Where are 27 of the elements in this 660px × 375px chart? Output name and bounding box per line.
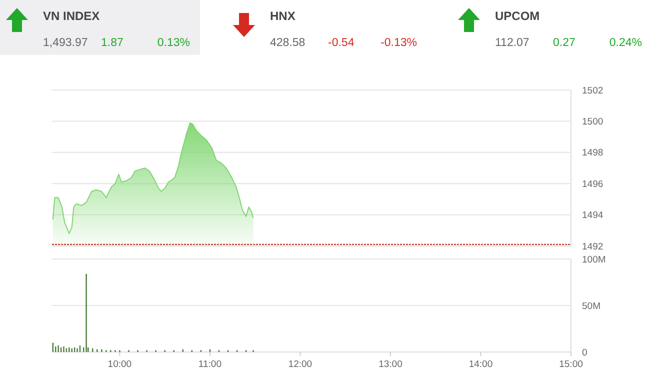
y-tick-label: 0 — [582, 347, 588, 358]
text: 1,493.97 — [43, 37, 88, 49]
y-tick-label: 1494 — [582, 210, 604, 222]
y-tick-label: 1500 — [582, 116, 604, 128]
y-tick-label: 100M — [582, 254, 606, 266]
x-tick-label: 15:00 — [559, 359, 583, 370]
y-tick-label: 1502 — [582, 85, 604, 96]
x-tick-label: 11:00 — [198, 359, 222, 370]
text: 0.13% — [157, 37, 190, 49]
text: 112.07 — [495, 37, 530, 49]
x-tick-label: 14:00 — [468, 359, 493, 370]
y-tick-label: 1496 — [582, 178, 604, 190]
text: 0.24% — [609, 37, 642, 49]
y-tick-label: 1498 — [582, 148, 604, 159]
text: 0.27 — [553, 37, 576, 49]
x-tick-label: 12:00 — [288, 359, 312, 370]
text: -0.54 — [328, 37, 355, 49]
text: -0.13% — [380, 37, 417, 49]
text: 1.87 — [101, 37, 124, 49]
y-tick-label: 1492 — [582, 241, 604, 252]
category-label: HNX — [270, 9, 296, 23]
text: 428.58 — [270, 37, 306, 49]
x-tick-label: 10:00 — [108, 359, 132, 370]
category-label: VN INDEX — [43, 9, 100, 23]
y-tick-label: 50M — [582, 300, 601, 312]
category-label: UPCOM — [495, 9, 540, 23]
x-tick-label: 13:00 — [378, 359, 402, 370]
